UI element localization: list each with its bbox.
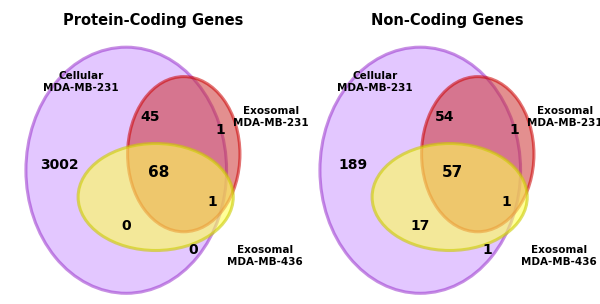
- Text: Cellular
MDA-MB-231: Cellular MDA-MB-231: [337, 71, 413, 93]
- Text: 0: 0: [188, 244, 198, 257]
- Text: Exosomal
MDA-MB-231: Exosomal MDA-MB-231: [233, 106, 308, 128]
- Text: 45: 45: [140, 110, 160, 124]
- Ellipse shape: [422, 77, 534, 232]
- Text: 54: 54: [434, 110, 454, 124]
- Text: Protein-Coding Genes: Protein-Coding Genes: [63, 13, 243, 29]
- Ellipse shape: [78, 143, 233, 250]
- Text: 1: 1: [482, 244, 492, 257]
- Text: Cellular
MDA-MB-231: Cellular MDA-MB-231: [43, 71, 119, 93]
- Ellipse shape: [372, 143, 527, 250]
- Text: 1: 1: [207, 195, 217, 209]
- Text: 57: 57: [442, 165, 463, 180]
- Text: Exosomal
MDA-MB-436: Exosomal MDA-MB-436: [227, 245, 303, 267]
- Text: 1: 1: [215, 123, 225, 137]
- Text: Exosomal
MDA-MB-231: Exosomal MDA-MB-231: [527, 106, 600, 128]
- Text: 1: 1: [509, 123, 519, 137]
- Text: 68: 68: [148, 165, 169, 180]
- Text: 0: 0: [121, 219, 131, 233]
- Text: Exosomal
MDA-MB-436: Exosomal MDA-MB-436: [521, 245, 597, 267]
- Ellipse shape: [320, 47, 521, 293]
- Text: 3002: 3002: [40, 158, 79, 172]
- Text: Non-Coding Genes: Non-Coding Genes: [371, 13, 523, 29]
- Text: 1: 1: [501, 195, 511, 209]
- Text: 189: 189: [339, 158, 368, 172]
- Ellipse shape: [128, 77, 240, 232]
- Ellipse shape: [26, 47, 227, 293]
- Text: 17: 17: [410, 219, 430, 233]
